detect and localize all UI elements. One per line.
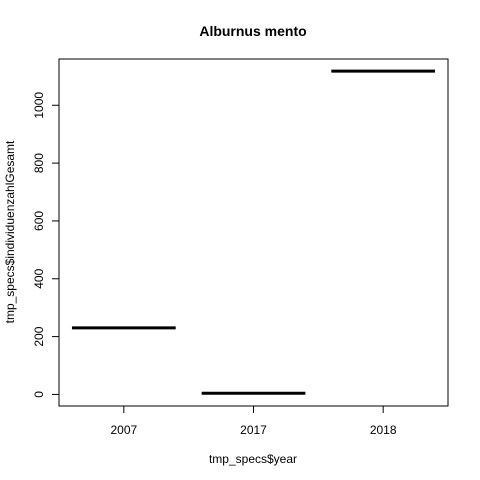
y-tick-label-5: 1000 xyxy=(32,92,46,119)
y-tick-label-4: 800 xyxy=(32,153,46,173)
x-axis: 2007 2017 2018 xyxy=(110,406,397,437)
data-marks xyxy=(71,69,436,395)
plot-frame xyxy=(58,58,449,407)
x-tick-label-0: 2007 xyxy=(110,423,137,437)
y-tick-label-0: 0 xyxy=(32,391,46,398)
y-tick-label-2: 400 xyxy=(32,268,46,288)
chart-title: Alburnus mento xyxy=(199,23,306,39)
x-tick-label-2: 2018 xyxy=(370,423,397,437)
x-tick-label-1: 2017 xyxy=(240,423,267,437)
y-tick-label-3: 600 xyxy=(32,211,46,231)
y-tick-label-1: 200 xyxy=(32,326,46,346)
x-axis-label: tmp_specs$year xyxy=(209,452,297,466)
y-axis: 0 200 400 600 800 1000 xyxy=(32,92,59,398)
y-axis-label: tmp_specs$individuenzahlGesamt xyxy=(3,140,17,323)
